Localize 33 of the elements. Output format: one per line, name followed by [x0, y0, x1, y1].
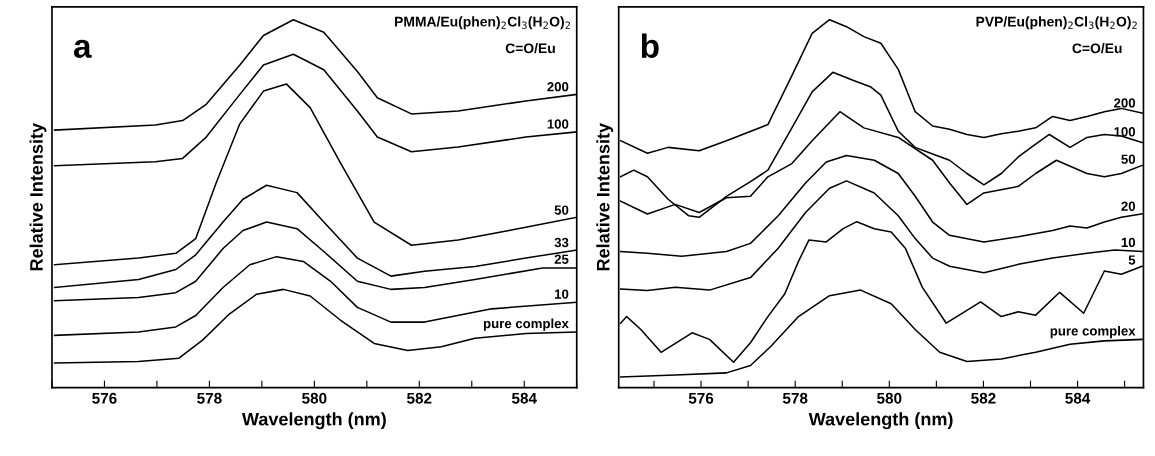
y-axis-title: Relative Intensity [29, 123, 47, 271]
x-tick-label: 582 [407, 392, 432, 404]
x-tick-label: 578 [782, 392, 808, 404]
annotation: C=O/Eu [1072, 43, 1122, 54]
series-label: 10 [555, 289, 569, 299]
series-label: 20 [1121, 201, 1136, 211]
annotation: PVP/Eu(phen)$_{2}$Cl$_{3}$(H$_{2}$O)$_{2}$ [976, 16, 1137, 30]
chart-title: a [73, 39, 92, 58]
series-label: 200 [1114, 98, 1136, 108]
x-tick-label: 580 [302, 392, 327, 404]
annotation: C=O/Eu [505, 43, 555, 54]
x-axis-title: Wavelength (nm) [241, 412, 386, 430]
series-label: 100 [547, 119, 569, 129]
x-tick-label: 580 [877, 392, 902, 404]
series-label: pure complex [1050, 325, 1136, 339]
x-tick-label: 584 [1065, 392, 1091, 404]
annotation: PMMA/Eu(phen)$_{2}$Cl$_{3}$(H$_{2}$O)$_{2}$ [395, 16, 570, 30]
series-label: 10 [1121, 237, 1136, 248]
series-label: 5 [1128, 255, 1136, 265]
series-label: 50 [1121, 154, 1136, 164]
x-tick-label: 582 [971, 392, 996, 404]
x-tick-label: 576 [688, 392, 714, 404]
x-tick-label: 578 [197, 392, 222, 404]
x-tick-label: 584 [511, 392, 537, 404]
x-tick-label: 576 [92, 392, 117, 404]
chart-title: b [641, 33, 659, 58]
series-label: 33 [554, 237, 569, 248]
y-axis-title: Relative Intensity [596, 123, 614, 271]
series-label: 200 [547, 82, 569, 92]
x-axis-title: Wavelength (nm) [808, 412, 953, 430]
series-label: 50 [554, 205, 569, 215]
series-label: 25 [554, 254, 569, 264]
series-label: pure complex [483, 318, 569, 331]
